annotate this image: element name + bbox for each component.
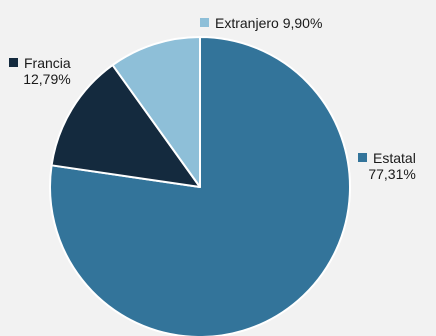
extranjero-swatch <box>200 18 209 27</box>
extranjero-value: 9,90% <box>282 15 323 31</box>
francia-value: 12,79% <box>23 71 71 87</box>
label-extranjero: Extranjero 9,90% <box>200 15 322 31</box>
extranjero-name: Extranjero <box>215 15 279 31</box>
estatal-name: Estatal <box>373 150 416 166</box>
francia-name: Francia <box>24 55 71 71</box>
pie-slices <box>49 36 351 336</box>
francia-legend-row: Francia <box>9 55 71 71</box>
estatal-value: 77,31% <box>368 166 416 182</box>
pie-slice-estatal <box>49 36 351 336</box>
label-francia: Francia 12,79% <box>9 55 71 87</box>
francia-swatch <box>9 58 18 67</box>
label-estatal: Estatal 77,31% <box>358 150 416 182</box>
pie-slice-extranjero <box>111 36 201 188</box>
estatal-legend-row: Estatal <box>358 150 416 166</box>
estatal-swatch <box>358 153 367 162</box>
pie-slice-francia <box>50 64 201 188</box>
